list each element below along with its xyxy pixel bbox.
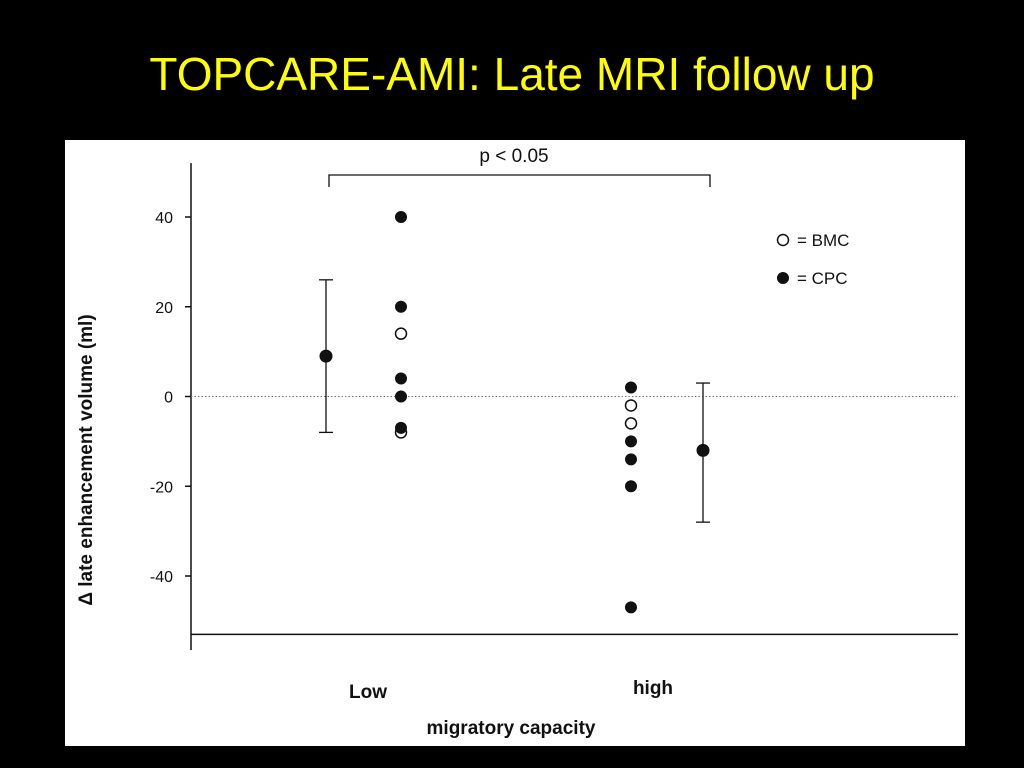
cpc-point — [395, 372, 407, 385]
y-tick-label: 0 — [164, 390, 173, 407]
summary-markers — [319, 279, 710, 523]
bracket-line — [328, 174, 711, 187]
y-tick-label: 20 — [155, 300, 173, 317]
significance-label: p < 0.05 — [479, 146, 548, 167]
data-points — [394, 211, 638, 614]
significance-bracket — [328, 174, 711, 187]
mean-point — [696, 443, 710, 457]
legend-label-bmc: = BMC — [797, 231, 849, 250]
bmc-point — [624, 417, 638, 430]
legend-marker-cpc — [777, 272, 789, 284]
axes-layer — [190, 163, 958, 650]
cpc-point — [625, 381, 637, 394]
bmc-point — [624, 399, 638, 412]
slide-title: TOPCARE-AMI: Late MRI follow up — [149, 48, 875, 100]
y-tick-label: 40 — [155, 210, 173, 227]
y-axis-label: Δ late enhancement volume (ml) — [76, 314, 97, 605]
cpc-point — [625, 453, 637, 466]
legend: = BMC = CPC — [776, 231, 849, 288]
cpc-point — [395, 300, 407, 313]
cpc-point — [625, 435, 637, 448]
cpc-point — [625, 601, 637, 614]
cpc-point — [395, 211, 407, 223]
y-tick-label: -40 — [150, 569, 173, 586]
y-tick-label: -20 — [150, 479, 173, 496]
cpc-point — [395, 390, 407, 403]
cpc-point — [625, 480, 637, 493]
legend-label-cpc: = CPC — [797, 269, 848, 288]
mean-point — [319, 349, 333, 363]
bmc-point — [394, 327, 408, 340]
y-ticks: 40 20 0 -20 -40 — [150, 210, 191, 586]
cpc-point — [395, 421, 407, 434]
legend-marker-bmc — [776, 233, 790, 247]
scatter-chart: 40 20 0 -20 -40 = BMC = CPC Low high migrator… — [76, 146, 958, 739]
figure-panel: 40 20 0 -20 -40 = BMC = CPC Low high migrator… — [65, 140, 965, 746]
category-label-low: Low — [349, 682, 387, 703]
x-axis-label: migratory capacity — [427, 718, 596, 739]
category-label-high: high — [633, 678, 673, 699]
